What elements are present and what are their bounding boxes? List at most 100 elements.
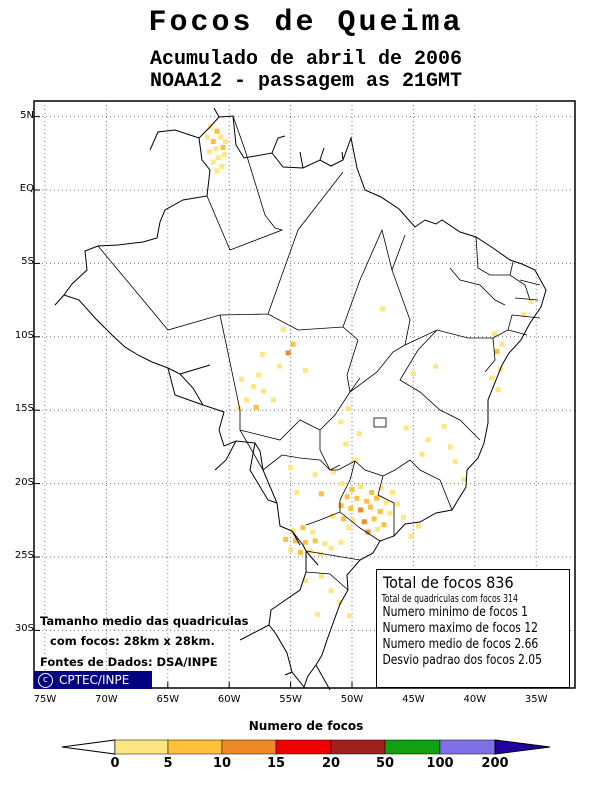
fire-cell bbox=[343, 441, 349, 447]
fire-cell bbox=[494, 348, 500, 354]
fire-cell bbox=[408, 533, 414, 539]
fire-cell bbox=[441, 423, 447, 429]
brazil-outline bbox=[63, 115, 547, 689]
latitude-label: EQ bbox=[19, 183, 34, 194]
legend-tick-label: 10 bbox=[212, 756, 232, 771]
mean-fires: Numero medio de focos 2.66 bbox=[382, 637, 539, 652]
fire-cell bbox=[387, 510, 393, 516]
fire-cell bbox=[302, 368, 308, 374]
fire-cells bbox=[204, 124, 534, 619]
legend-title: Numero de focos bbox=[248, 719, 364, 733]
latitude-label: 30S bbox=[14, 623, 34, 635]
legend-swatch bbox=[330, 739, 386, 755]
legend-tick-label: 50 bbox=[375, 756, 395, 771]
grid-size-value: com focos: 28km x 28km. bbox=[50, 634, 215, 648]
longitude-label: 35W bbox=[524, 694, 548, 705]
longitude-label: 40W bbox=[463, 694, 487, 705]
fire-cell bbox=[261, 388, 267, 394]
map-subtitle-pass: NOAA12 - passagem as 21GMT bbox=[149, 70, 463, 93]
longitude-label: 45W bbox=[402, 694, 425, 705]
fire-cell bbox=[371, 516, 377, 522]
fire-cell bbox=[403, 425, 409, 431]
fire-cell bbox=[394, 501, 400, 507]
fire-cell bbox=[348, 506, 354, 512]
total-fires: Total de focos 836 bbox=[383, 573, 514, 592]
longitude-label: 70W bbox=[95, 694, 118, 705]
fire-cell bbox=[318, 491, 324, 497]
fire-cell bbox=[364, 498, 370, 504]
fire-cell bbox=[354, 495, 360, 501]
longitude-label: 65W bbox=[156, 694, 180, 705]
fire-cell bbox=[294, 489, 300, 495]
fire-cell bbox=[338, 419, 344, 425]
legend-tick-label: 200 bbox=[481, 756, 509, 771]
fire-cell bbox=[350, 517, 356, 523]
fire-cell bbox=[380, 306, 386, 312]
min-fires: Numero minimo de focos 1 bbox=[382, 605, 529, 620]
fire-cell bbox=[419, 451, 425, 457]
fire-cell bbox=[528, 299, 534, 305]
copyright-icon: c bbox=[38, 673, 53, 688]
longitude-label: 60W bbox=[217, 694, 241, 705]
fire-cell bbox=[415, 523, 421, 529]
fire-cell bbox=[315, 611, 321, 617]
latitude-label: 20S bbox=[14, 476, 34, 488]
peru-bolivia-border bbox=[54, 294, 237, 471]
fire-cell bbox=[300, 525, 306, 531]
fire-cell bbox=[312, 472, 318, 478]
legend-swatch bbox=[384, 739, 441, 755]
fire-cell bbox=[521, 312, 527, 318]
legend-tick-label: 15 bbox=[266, 756, 286, 771]
fire-cell bbox=[383, 500, 389, 506]
fire-cell bbox=[328, 588, 334, 594]
fire-cell bbox=[210, 139, 216, 145]
fire-cell bbox=[381, 522, 387, 528]
fire-cell bbox=[347, 613, 353, 619]
fire-cell bbox=[210, 159, 216, 165]
fire-cell bbox=[338, 539, 344, 545]
fire-cell bbox=[356, 431, 362, 437]
fire-cell bbox=[288, 547, 294, 553]
state-borders bbox=[97, 115, 541, 591]
legend-tick-label: 20 bbox=[321, 756, 341, 771]
fire-cell bbox=[208, 124, 214, 130]
fire-cell bbox=[339, 481, 345, 487]
map-subtitle: Acumulado de abril de 2006 bbox=[149, 48, 463, 71]
legend-swatch bbox=[114, 739, 169, 755]
fire-cell bbox=[223, 139, 229, 145]
legend-swatch bbox=[221, 739, 277, 755]
fire-cell bbox=[365, 529, 371, 535]
legend-tick-label: 5 bbox=[163, 756, 173, 771]
country-borders bbox=[54, 107, 547, 691]
latitude-label: 5S bbox=[21, 256, 34, 268]
latitude-label: 10S bbox=[14, 329, 34, 341]
fire-cell bbox=[375, 526, 381, 532]
fire-cell bbox=[310, 529, 316, 535]
fire-cell bbox=[207, 149, 213, 155]
latitude-label: 15S bbox=[14, 403, 34, 415]
fire-cell bbox=[461, 476, 467, 482]
fire-cell bbox=[331, 469, 337, 475]
legend-under-arrow bbox=[61, 739, 116, 755]
fire-cell bbox=[390, 489, 396, 495]
fire-cell bbox=[259, 351, 265, 357]
map-title: Focos de Queima bbox=[148, 6, 464, 40]
credit-text: CPTEC/INPE bbox=[59, 673, 130, 687]
fire-cell bbox=[322, 541, 328, 547]
map-frame bbox=[33, 100, 576, 689]
fire-cell bbox=[358, 484, 364, 490]
legend-swatch bbox=[167, 739, 223, 755]
fire-cell bbox=[270, 397, 276, 403]
fire-cell bbox=[318, 573, 324, 579]
longitude-label: 75W bbox=[33, 694, 57, 705]
fire-cell bbox=[220, 144, 226, 150]
fire-cell bbox=[378, 485, 384, 491]
fire-cell bbox=[499, 341, 505, 347]
fire-cell bbox=[213, 146, 219, 152]
legend-tick-label: 0 bbox=[110, 756, 120, 771]
longitude-label: 55W bbox=[279, 694, 302, 705]
fire-cell bbox=[290, 528, 296, 534]
fire-cell bbox=[302, 539, 308, 545]
fire-cell bbox=[214, 168, 220, 174]
